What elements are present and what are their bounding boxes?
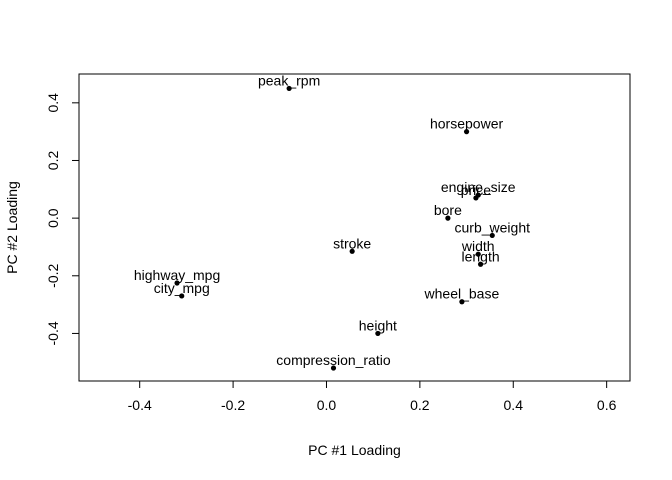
data-point bbox=[489, 232, 495, 239]
y-tick-label: 0.4 bbox=[45, 93, 61, 113]
plot-box bbox=[78, 73, 631, 382]
x-tick-label: -0.2 bbox=[221, 397, 245, 413]
x-tick-label: 0.6 bbox=[597, 397, 617, 413]
point-label: stroke bbox=[333, 235, 371, 251]
data-point bbox=[459, 299, 465, 305]
data-point bbox=[463, 129, 470, 135]
y-axis: -0.4 -0.2 0.0 0.2 0.4 bbox=[45, 93, 80, 345]
y-tick-label: 0.0 bbox=[45, 208, 61, 228]
data-point bbox=[445, 215, 451, 221]
point-label: compression_ratio bbox=[276, 352, 391, 368]
point-label: city_mpg bbox=[154, 280, 210, 296]
data-point bbox=[349, 248, 355, 254]
data-point bbox=[477, 261, 484, 267]
point-label: bore bbox=[434, 202, 462, 218]
data-point bbox=[330, 365, 337, 371]
data-point bbox=[174, 280, 180, 286]
y-axis-title: PC #2 Loading bbox=[4, 181, 20, 274]
point-label: peak_rpm bbox=[258, 72, 320, 88]
x-tick-label: 0.0 bbox=[317, 397, 337, 413]
x-tick-label: -0.4 bbox=[128, 397, 152, 413]
x-tick-label: 0.4 bbox=[504, 397, 524, 413]
x-axis-title: PC #1 Loading bbox=[308, 442, 401, 458]
y-tick-label: -0.4 bbox=[45, 321, 61, 345]
y-tick-label: -0.2 bbox=[45, 264, 61, 288]
point-label: engine_size bbox=[441, 179, 516, 195]
point-label: price bbox=[461, 182, 492, 198]
point-label: length bbox=[461, 248, 499, 264]
point-label: width bbox=[461, 238, 495, 254]
data-point bbox=[473, 195, 479, 201]
x-axis: -0.4 -0.2 0.0 0.2 0.4 0.6 bbox=[128, 380, 617, 413]
point-label: curb_weight bbox=[455, 219, 531, 235]
point-label: highway_mpg bbox=[134, 267, 220, 283]
y-tick-label: 0.2 bbox=[45, 151, 61, 171]
x-tick-label: 0.2 bbox=[410, 397, 430, 413]
data-point bbox=[375, 330, 381, 337]
data-point bbox=[179, 293, 185, 299]
point-label: height bbox=[359, 317, 397, 333]
data-point bbox=[286, 85, 292, 92]
point-label: horsepower bbox=[430, 116, 503, 132]
point-label: wheel_base bbox=[424, 286, 500, 302]
data-point bbox=[475, 251, 481, 257]
